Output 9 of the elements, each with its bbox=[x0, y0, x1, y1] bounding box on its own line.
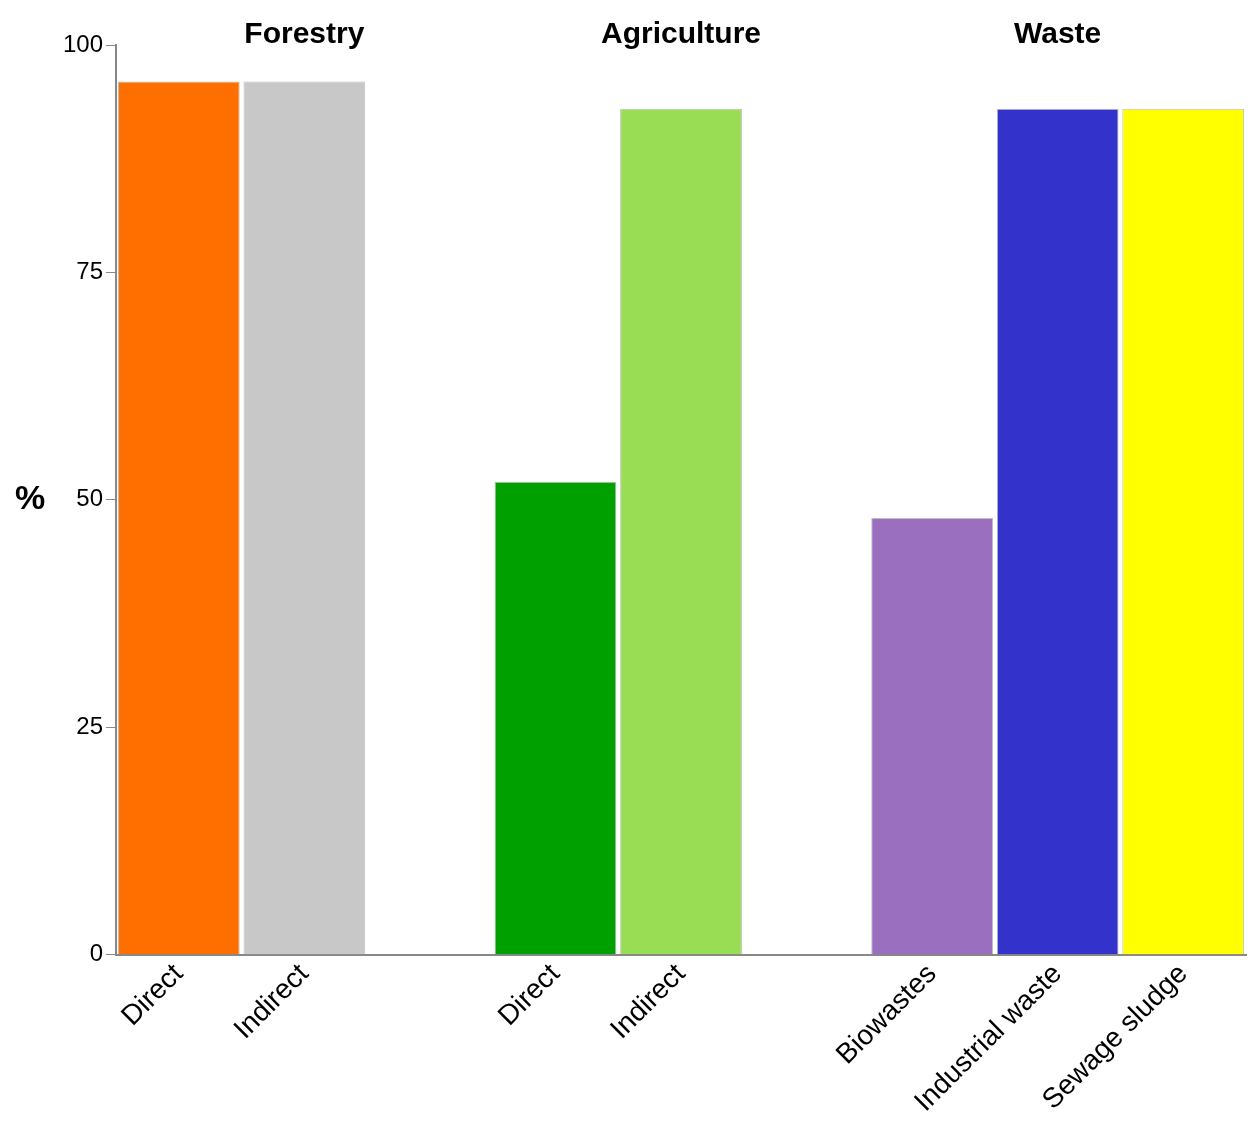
annotation: Forestry bbox=[244, 16, 365, 49]
y-axis-title: % bbox=[14, 478, 46, 517]
y-tick-label: 0 bbox=[89, 939, 104, 967]
y-tick-label: 100 bbox=[63, 29, 104, 57]
annotation: Waste bbox=[1014, 16, 1102, 49]
y-tick-label: 25 bbox=[76, 711, 104, 739]
annotation: Agriculture bbox=[601, 16, 762, 49]
y-tick-label: 50 bbox=[76, 484, 104, 512]
y-tick-label: 75 bbox=[76, 257, 104, 285]
